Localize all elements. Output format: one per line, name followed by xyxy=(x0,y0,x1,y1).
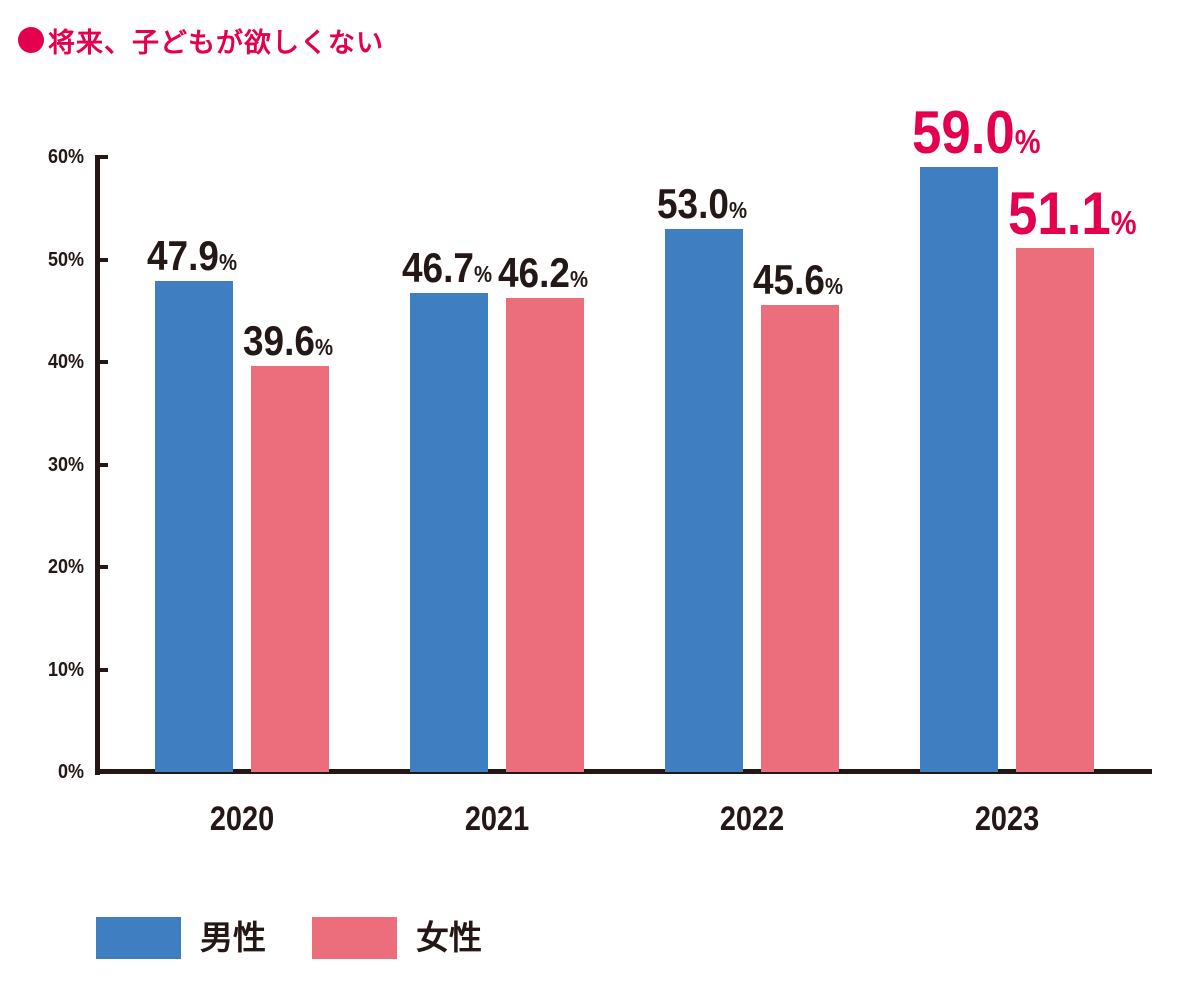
value-label-male-2020: 47.9% xyxy=(147,232,238,280)
legend-label-female: 女性 xyxy=(416,918,482,957)
y-tick xyxy=(95,565,108,569)
value-label-female-2023: 51.1% xyxy=(1008,180,1137,248)
chart-title-text: 将来、子どもが欲しくない xyxy=(48,27,384,59)
bar-male-2022 xyxy=(665,228,743,772)
legend-label-male: 男性 xyxy=(200,918,266,957)
y-tick-label: 10% xyxy=(47,658,84,681)
y-tick-label: 50% xyxy=(47,248,84,271)
bar-male-2021 xyxy=(410,293,488,772)
chart-title: 将来、子どもが欲しくない xyxy=(18,22,384,59)
bar-male-2023 xyxy=(920,167,998,772)
x-tick-label-2020: 2020 xyxy=(209,800,275,838)
value-label-male-2023: 59.0% xyxy=(912,99,1041,167)
bar-female-2020 xyxy=(251,366,329,772)
value-label-female-2020: 39.6% xyxy=(243,317,334,365)
y-tick xyxy=(95,155,108,159)
value-label-female-2021: 46.2% xyxy=(498,249,589,297)
x-tick-label-2023: 2023 xyxy=(974,800,1040,838)
bar-female-2022 xyxy=(761,304,839,772)
bar-female-2021 xyxy=(506,298,584,772)
y-tick-label: 40% xyxy=(47,351,84,373)
x-tick-label-2022: 2022 xyxy=(719,800,785,838)
y-tick xyxy=(95,257,108,262)
x-tick-label-2021: 2021 xyxy=(464,800,530,838)
y-tick-label: 20% xyxy=(47,556,84,578)
value-label-male-2021: 46.7% xyxy=(402,244,493,292)
y-tick-label: 60% xyxy=(47,146,84,168)
y-tick-label: 0% xyxy=(57,761,84,783)
x-axis xyxy=(95,769,1152,774)
legend-swatch-female xyxy=(312,917,397,959)
value-label-female-2022: 45.6% xyxy=(753,255,844,303)
bullet-icon xyxy=(18,27,44,53)
y-tick xyxy=(95,770,108,774)
y-tick xyxy=(95,667,108,672)
bar-male-2020 xyxy=(155,281,233,772)
y-tick xyxy=(95,462,108,467)
value-label-male-2022: 53.0% xyxy=(657,179,748,227)
legend-swatch-male xyxy=(96,917,181,959)
bar-female-2023 xyxy=(1016,248,1094,772)
y-tick-label: 30% xyxy=(47,453,84,476)
y-tick xyxy=(95,360,108,364)
